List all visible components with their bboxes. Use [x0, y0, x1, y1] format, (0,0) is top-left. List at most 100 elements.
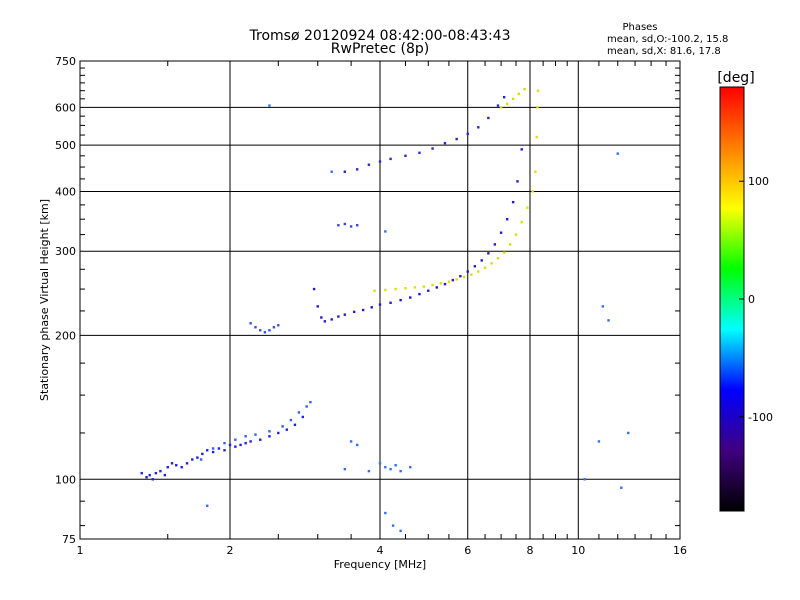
data-point	[627, 431, 630, 435]
data-point	[234, 438, 237, 441]
data-point	[199, 458, 203, 461]
data-point	[163, 473, 167, 477]
data-point	[409, 296, 412, 299]
data-point	[439, 282, 443, 285]
data-point	[228, 443, 232, 447]
data-point	[487, 252, 490, 255]
data-point	[459, 274, 462, 278]
data-point	[451, 278, 455, 282]
data-point	[496, 257, 500, 260]
data-point	[140, 471, 143, 475]
series-group	[312, 148, 523, 323]
x-tick-label: 4	[377, 544, 384, 557]
series-group	[199, 400, 312, 461]
colorbar-tick-label: 100	[748, 175, 769, 188]
data-point	[455, 137, 458, 141]
data-point	[263, 331, 267, 334]
data-point	[316, 305, 319, 308]
data-point	[154, 471, 158, 475]
data-point	[201, 452, 204, 456]
phases-line-o: mean, sd,O:-100.2, 15.8	[607, 34, 728, 45]
data-point	[254, 326, 257, 329]
colorbar-layer: 100 0 -100	[719, 86, 773, 512]
data-point	[601, 305, 605, 308]
data-point	[404, 154, 407, 158]
data-point	[277, 431, 280, 435]
data-point	[239, 443, 242, 447]
data-point	[343, 170, 347, 173]
data-point	[170, 462, 174, 465]
y-tick-label: 300	[55, 245, 76, 258]
data-point	[505, 218, 509, 221]
data-point	[159, 469, 162, 473]
data-point	[293, 423, 297, 427]
data-point	[493, 243, 497, 246]
data-point	[337, 315, 340, 318]
data-point	[223, 441, 226, 445]
data-point	[418, 151, 421, 154]
data-point	[620, 486, 623, 489]
data-point	[422, 285, 426, 288]
data-point	[268, 430, 271, 433]
data-point	[583, 478, 586, 481]
data-point	[323, 320, 327, 323]
data-point	[285, 428, 288, 431]
data-point	[499, 106, 503, 109]
data-point	[268, 435, 271, 438]
data-point	[196, 456, 199, 459]
x-tick-label: 6	[464, 544, 471, 557]
data-point	[616, 152, 619, 155]
data-point	[508, 243, 512, 246]
data-point	[531, 190, 534, 193]
data-point	[268, 329, 271, 332]
data-point	[297, 411, 301, 414]
data-point	[211, 447, 215, 450]
data-point	[517, 92, 521, 96]
data-point	[151, 478, 155, 481]
data-point	[355, 224, 359, 227]
data-point	[418, 292, 421, 296]
data-point	[361, 308, 365, 312]
y-tick-label: 600	[55, 101, 76, 114]
x-tick-label: 2	[227, 544, 234, 557]
data-point	[349, 225, 353, 228]
data-point	[191, 458, 194, 461]
data-point	[413, 286, 417, 289]
data-point	[205, 449, 209, 452]
data-point	[455, 278, 458, 281]
data-point	[536, 106, 539, 109]
plot-layer: 1 2 4 6 8 10 16 75 100 200 300 400 500 600 750	[55, 55, 687, 557]
data-point	[378, 303, 382, 306]
data-point	[502, 251, 506, 254]
data-point	[505, 102, 509, 106]
data-point	[384, 465, 387, 469]
data-point	[523, 87, 526, 91]
data-point	[470, 273, 473, 276]
data-point	[148, 473, 151, 477]
data-point	[343, 467, 347, 471]
data-point	[355, 443, 359, 447]
data-point	[391, 524, 395, 527]
series-group	[343, 95, 506, 173]
data-point	[399, 298, 402, 302]
y-tick-label: 750	[55, 55, 76, 68]
data-point	[427, 289, 430, 292]
data-point	[480, 259, 483, 262]
data-point	[487, 116, 490, 120]
data-point	[384, 230, 387, 233]
data-point	[367, 469, 371, 473]
data-point	[490, 262, 493, 265]
data-point	[234, 445, 237, 448]
data-point	[483, 266, 487, 269]
data-point	[535, 135, 538, 139]
data-point	[496, 104, 500, 107]
data-point	[355, 168, 359, 171]
data-point	[378, 462, 382, 465]
data-point	[404, 287, 407, 290]
data-point	[205, 504, 209, 508]
data-point	[337, 224, 340, 227]
data-point	[272, 326, 276, 329]
data-point	[305, 405, 308, 408]
colorbar-tick-label: 0	[748, 293, 755, 306]
